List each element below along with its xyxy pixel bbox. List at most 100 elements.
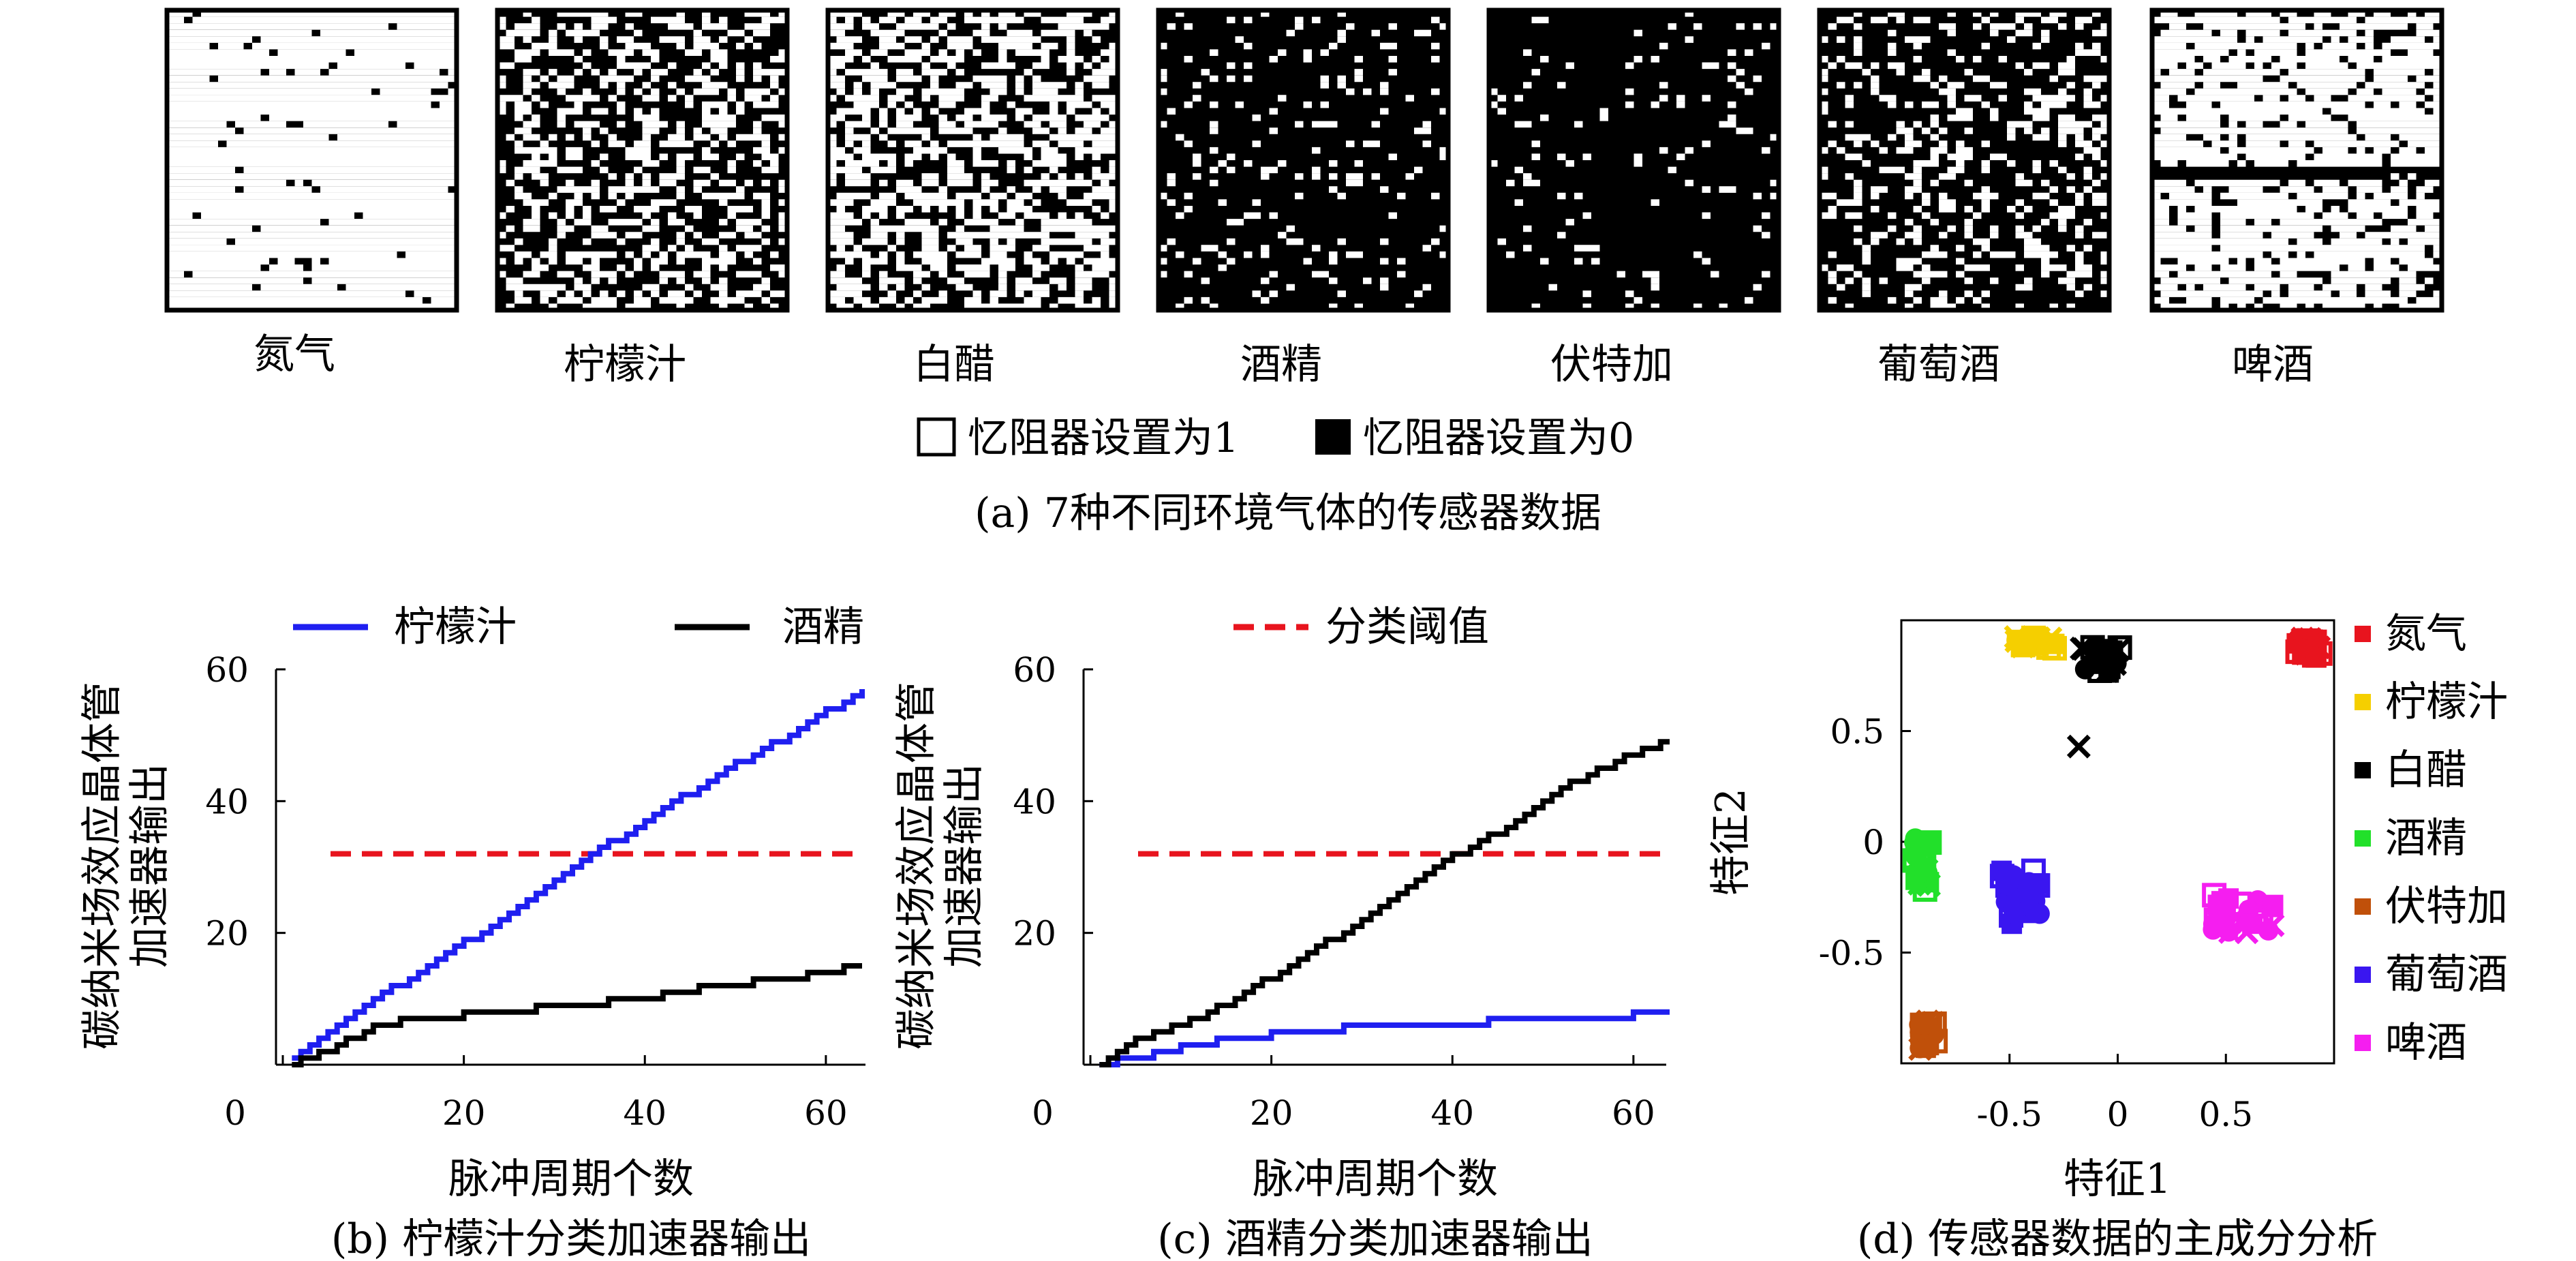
gas-labels: 氮气 柠檬汁 白醋 酒精 伏特加 葡萄酒 啤酒	[254, 331, 2314, 389]
matrix-row-cells	[836, 36, 1101, 43]
matrix-row-cells	[167, 147, 457, 154]
matrix-row-cells	[497, 82, 779, 89]
matrix-row-cells	[515, 192, 770, 200]
matrix-border	[1156, 7, 1451, 313]
matrix-row-cells	[2152, 56, 2442, 63]
matrix-row-cells	[828, 179, 1109, 187]
matrix-row-cells	[2152, 284, 2425, 291]
gas-label: 白醋	[913, 341, 995, 389]
matrix-row-cells	[828, 212, 1109, 219]
gas-label: 酒精	[1240, 341, 1322, 389]
caption-b: (b) 柠檬汁分类加速器输出	[331, 1215, 811, 1261]
matrix-row-cells	[1837, 82, 2101, 89]
matrix-row-cells	[167, 219, 457, 226]
matrix-row-cells	[1184, 101, 1329, 108]
ticks-c: 0 20 40 60 20 40 60	[1013, 650, 1655, 1133]
legend-swatch-beer	[2355, 1035, 2371, 1051]
legend-b-alcohol: 酒精	[782, 603, 864, 651]
matrix-row-cells	[497, 271, 787, 278]
matrix-row-cells	[515, 173, 719, 180]
marker-cross	[2066, 734, 2091, 759]
matrix-row-cells	[1210, 49, 1329, 56]
matrix-row-cells	[1252, 115, 1261, 121]
matrix-row-cells	[2152, 219, 2442, 226]
matrix-row-cells	[515, 127, 762, 134]
matrix-row-cells	[1159, 88, 1440, 95]
matrix-row-cells	[1506, 179, 1779, 187]
matrix-row-cells	[1523, 49, 1753, 56]
matrix-row-cells	[828, 160, 1118, 167]
marker-square-open	[2226, 892, 2252, 917]
marker-square-filled	[2021, 873, 2042, 894]
legend-swatch-vodka	[2355, 898, 2371, 915]
matrix-5	[1817, 7, 2112, 313]
matrix-row-cells	[828, 29, 1092, 37]
legend-swatch-wine	[2355, 967, 2371, 983]
matrix-row-cells	[1184, 206, 1193, 213]
matrix-row-cells	[532, 153, 779, 160]
matrix-row-cells	[1820, 192, 2109, 200]
matrix-row-cells	[1497, 238, 1506, 245]
matrix-row-cells	[515, 56, 787, 63]
legend-label-vodka: 伏特加	[2385, 883, 2508, 930]
matrix-row-cells	[515, 251, 779, 258]
series-line-1	[1099, 739, 1670, 1067]
series-line-0	[1099, 1009, 1670, 1067]
matrix-row-cells	[167, 62, 457, 70]
marker-square-filled	[2263, 894, 2284, 915]
matrix-row-cells	[167, 179, 457, 187]
matrix-0	[164, 7, 459, 313]
matrix-row-cells	[497, 160, 779, 167]
matrix-row-cells	[1193, 153, 1448, 160]
matrix-row-cells	[515, 140, 770, 147]
legend-black-label: 忆阻器设置为0	[1363, 414, 1634, 462]
matrix-row-cells	[828, 140, 1118, 147]
legend-label-vinegar: 白醋	[2385, 746, 2467, 794]
legend-swatch-lemon	[2355, 694, 2371, 710]
x-tick-label: 20	[1250, 1093, 1293, 1133]
matrix-row-cells	[1227, 62, 1253, 70]
xlabel-d: 特征1	[2064, 1155, 2171, 1203]
matrix-row-cells	[1227, 219, 1244, 226]
x-tick-label: 0	[2107, 1095, 2129, 1134]
matrix-row-cells	[1845, 153, 2101, 160]
matrix-row-cells	[497, 101, 779, 108]
cluster-alcohol	[1902, 828, 1942, 902]
matrix-row-cells	[167, 88, 457, 95]
matrix-row-cells	[828, 271, 1109, 278]
matrix-row-cells	[497, 36, 753, 43]
matrix-row-cells	[2169, 23, 2434, 30]
matrix-row-cells	[167, 82, 448, 89]
matrix-row-cells	[1159, 192, 1440, 200]
matrix-row-cells	[2152, 101, 2442, 108]
marker-square-filled	[2242, 913, 2263, 935]
y-tick-label: 0	[1862, 823, 1884, 862]
matrix-row-cells	[2160, 127, 2442, 134]
matrix-border	[495, 7, 790, 313]
matrix-row-cells	[523, 88, 787, 95]
matrix-row-cells	[1820, 264, 2092, 271]
matrix-row-cells	[828, 232, 1109, 239]
matrix-row-cells	[828, 134, 1118, 141]
matrix-row-cells	[828, 225, 1118, 232]
matrix-row-cells	[1531, 153, 1685, 160]
matrix-row-cells	[1871, 232, 2109, 239]
matrix-row-cells	[828, 121, 1118, 128]
matrix-row-cells	[1548, 284, 1762, 291]
matrix-row-cells	[167, 251, 457, 258]
cluster-wine	[1989, 858, 2051, 935]
matrix-row-cells	[167, 192, 457, 200]
matrix-row-cells	[167, 108, 457, 115]
panel-c: 分类阈值 0 20 40 60 20 40 60 碳纳米场效应晶体管 加速器输出 脉冲周期个…	[893, 603, 1670, 1261]
matrix-row-cells	[1828, 121, 2109, 128]
matrix-row-cells	[497, 23, 770, 30]
matrix-row-cells	[2152, 69, 2442, 76]
matrix-row-cells	[828, 42, 1118, 50]
matrix-row-cells	[2391, 173, 2417, 180]
matrix-row-cells	[1854, 225, 2084, 232]
legend-swatch-alcohol	[2355, 830, 2371, 847]
matrix-1	[495, 7, 790, 313]
